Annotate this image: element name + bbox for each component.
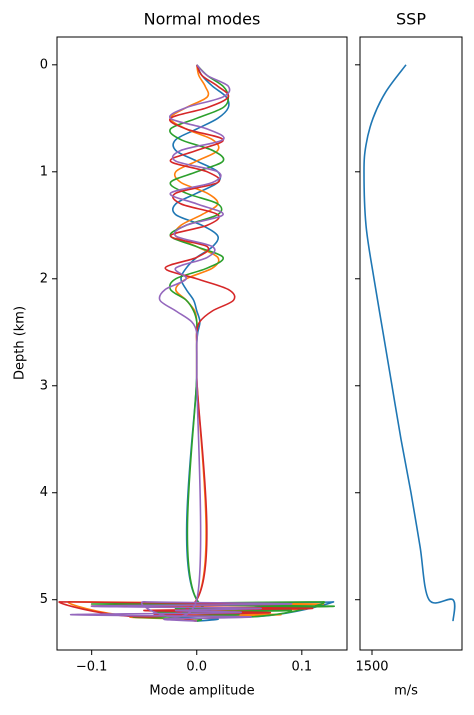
y-tick-label: 1 [40,164,48,179]
x-tick-label: −0.1 [76,660,108,675]
x-tick-label: 0.0 [186,660,207,675]
line [90,64,335,622]
x-tick-label: 1500 [355,660,388,675]
plot-frame [359,36,463,651]
chart-title: SSP [396,10,426,29]
chart-title: Normal modes [144,10,261,29]
line [363,64,456,622]
y-tick-label: 2 [40,271,48,286]
plot-frame [56,36,348,651]
line [153,64,335,622]
y-tick-label: 3 [40,378,48,393]
x-axis-label: Mode amplitude [149,684,254,699]
y-tick-label: 5 [40,592,48,607]
line [69,64,293,622]
x-tick-label: 0.1 [291,660,312,675]
y-tick-label: 0 [40,57,48,72]
y-tick-label: 4 [40,485,48,500]
line [67,64,324,622]
x-axis-label: m/s [394,684,418,699]
line [58,64,314,622]
y-axis-label: Depth (km) [13,306,28,380]
